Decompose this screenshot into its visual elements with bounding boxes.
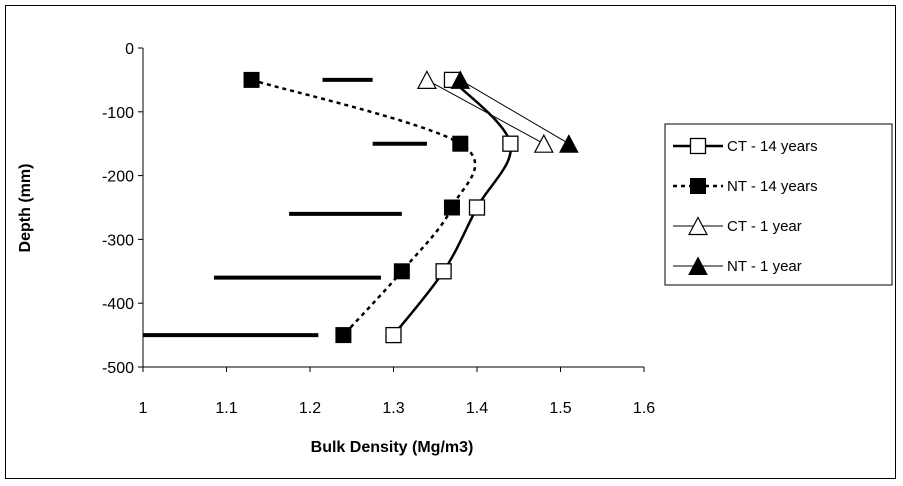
axes: 0 -100 -200 -300 -400 -500 1 1.1 1.2 1.3 1.4 1.5 1.6 (102, 41, 655, 417)
y-tick-label: -300 (102, 232, 134, 249)
error-bars (143, 77, 427, 338)
data-point-series-0 (435, 263, 452, 280)
series-line-3 (460, 79, 570, 145)
legend-label-1: NT - 14 years (727, 178, 818, 195)
x-tick-label: 1.6 (633, 400, 655, 417)
series-markers (243, 70, 579, 344)
x-tick-label: 1.4 (466, 400, 488, 417)
legend-marker-3 (688, 256, 708, 275)
y-tick-label: 0 (125, 41, 134, 58)
y-tick-label: -500 (102, 360, 134, 377)
y-tick-label: -400 (102, 296, 134, 313)
data-point-series-3 (450, 70, 471, 89)
legend-marker-0 (689, 137, 707, 155)
data-point-series-0 (468, 199, 486, 216)
x-tick-label: 1.2 (299, 400, 321, 417)
series-line-2 (426, 79, 545, 145)
data-point-series-1 (335, 327, 352, 344)
y-tick-label: -200 (102, 169, 134, 186)
legend-label-0: CT - 14 years (727, 138, 818, 155)
data-point-series-2 (533, 133, 554, 153)
data-point-series-1 (452, 135, 469, 152)
x-axis-title: Bulk Density (Mg/m3) (311, 439, 474, 456)
data-point-series-3 (559, 134, 579, 153)
series-line-1 (251, 78, 477, 336)
legend: CT - 14 years NT - 14 years CT - 1 year NT … (664, 123, 893, 286)
y-axis-title: Depth (mm) (17, 164, 34, 253)
legend-marker-1 (690, 178, 706, 194)
data-point-series-1 (443, 199, 460, 216)
legend-label-3: NT - 1 year (727, 258, 802, 275)
data-point-series-1 (393, 263, 410, 280)
data-point-series-2 (416, 70, 437, 90)
data-point-series-0 (502, 135, 519, 152)
series-lines (251, 78, 570, 336)
legend-label-2: CT - 1 year (727, 218, 802, 235)
x-tick-label: 1 (139, 400, 148, 417)
x-tick-label: 1.5 (549, 400, 571, 417)
data-point-series-0 (385, 326, 402, 344)
y-tick-label: -100 (102, 105, 134, 122)
data-point-series-1 (243, 71, 260, 88)
x-tick-label: 1.3 (382, 400, 404, 417)
legend-marker-2 (688, 216, 708, 236)
x-tick-label: 1.1 (215, 400, 237, 417)
